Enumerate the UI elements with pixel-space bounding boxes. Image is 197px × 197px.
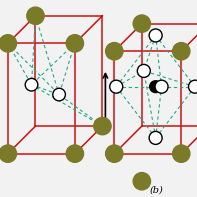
- Circle shape: [155, 80, 168, 93]
- Circle shape: [110, 80, 123, 93]
- Circle shape: [66, 145, 84, 162]
- Circle shape: [53, 88, 65, 101]
- Circle shape: [149, 131, 162, 144]
- Circle shape: [0, 145, 17, 162]
- Circle shape: [133, 173, 151, 190]
- Circle shape: [189, 80, 197, 93]
- Circle shape: [173, 43, 190, 60]
- Circle shape: [149, 29, 162, 42]
- Circle shape: [66, 35, 84, 52]
- Circle shape: [94, 117, 111, 135]
- Text: (b): (b): [150, 185, 164, 194]
- Circle shape: [27, 7, 44, 24]
- Circle shape: [150, 81, 162, 93]
- Circle shape: [137, 64, 150, 77]
- Circle shape: [173, 145, 190, 162]
- Circle shape: [106, 145, 123, 162]
- Circle shape: [106, 43, 123, 60]
- Circle shape: [133, 15, 151, 32]
- Circle shape: [25, 78, 38, 91]
- Circle shape: [0, 35, 17, 52]
